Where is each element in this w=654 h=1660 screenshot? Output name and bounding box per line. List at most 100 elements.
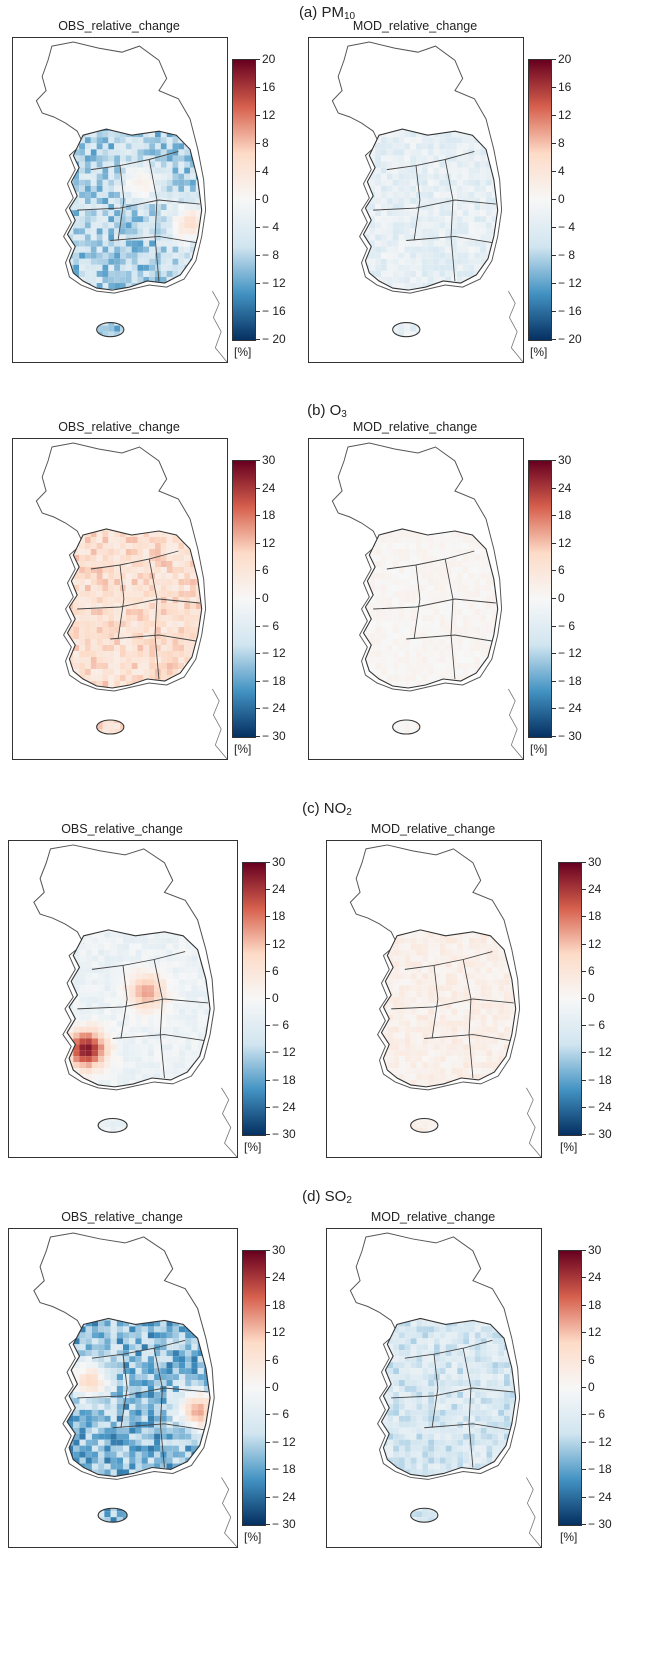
- heat-cell: [178, 325, 185, 332]
- heat-cell: [380, 591, 387, 597]
- heat-cell: [469, 350, 475, 356]
- heat-cell: [369, 204, 376, 211]
- heat-cell: [172, 1020, 179, 1027]
- heat-cell: [197, 997, 204, 1003]
- heat-cell: [73, 741, 79, 747]
- heat-cell: [67, 717, 74, 723]
- heat-cell: [480, 204, 487, 211]
- heat-cell: [166, 137, 173, 144]
- heat-cell: [120, 210, 126, 217]
- heat-cell: [79, 295, 85, 302]
- heat-cell: [486, 344, 492, 350]
- heat-cell: [79, 161, 85, 168]
- heat-cell: [203, 1079, 211, 1086]
- heat-cell: [102, 197, 109, 205]
- heat-cell: [123, 1026, 130, 1033]
- heat-cell: [445, 167, 452, 174]
- heat-cell: [73, 657, 80, 663]
- heat-cell: [67, 681, 74, 687]
- heat-cell: [114, 741, 120, 747]
- heat-cell: [416, 258, 422, 265]
- heat-cell: [166, 246, 173, 253]
- heat-cell: [416, 609, 422, 615]
- heat-cell: [185, 1145, 191, 1151]
- heat-cell: [131, 537, 138, 543]
- heat-cell: [392, 573, 399, 579]
- heat-cell: [108, 549, 115, 555]
- heat-cell: [358, 705, 364, 711]
- heat-cell: [439, 531, 446, 537]
- heat-cell: [91, 1008, 99, 1015]
- heat-cell: [468, 555, 475, 561]
- heat-cell: [149, 609, 156, 615]
- heat-cell: [154, 1062, 161, 1069]
- heat-cell: [358, 307, 364, 313]
- heat-cell: [184, 313, 191, 320]
- heat-cell: [137, 222, 144, 229]
- heat-cell: [91, 1020, 99, 1027]
- colorbar-tick-mark: [255, 143, 260, 144]
- heat-cell: [421, 143, 428, 150]
- heat-cell: [468, 645, 475, 651]
- heat-cell: [84, 585, 91, 591]
- heat-cell: [433, 246, 440, 253]
- heat-cell: [421, 621, 428, 627]
- heat-cell: [392, 609, 399, 615]
- heat-cell: [79, 639, 85, 645]
- heat-cell: [166, 319, 173, 326]
- heat-cell: [191, 1133, 197, 1139]
- heat-cell: [110, 997, 117, 1003]
- heat-cell: [386, 633, 393, 639]
- heat-cell: [114, 663, 120, 669]
- heat-cell: [114, 681, 120, 687]
- heat-cell: [67, 1115, 74, 1122]
- heat-cell: [427, 313, 434, 320]
- heat-cell: [120, 283, 126, 290]
- heat-cell: [184, 307, 191, 314]
- heat-cell: [433, 143, 440, 150]
- heat-cell: [61, 1145, 67, 1151]
- heat-cell: [155, 621, 161, 627]
- heat-cell: [410, 573, 416, 579]
- heat-cell: [486, 191, 492, 198]
- heat-cell: [386, 137, 393, 144]
- heat-cell: [73, 283, 80, 290]
- heat-cell: [204, 1133, 210, 1139]
- heat-cell: [486, 741, 492, 747]
- heat-cell: [102, 543, 109, 549]
- heat-cell: [486, 645, 492, 651]
- heat-cell: [363, 143, 370, 150]
- heat-cell: [84, 216, 91, 223]
- heat-cell: [434, 350, 440, 356]
- heat-cell: [96, 705, 103, 711]
- heat-cell: [73, 1103, 80, 1110]
- heat-cell: [73, 338, 79, 344]
- heat-cell: [135, 955, 142, 962]
- heat-cell: [184, 295, 191, 302]
- heat-cell: [363, 687, 370, 693]
- heat-cell: [398, 131, 405, 138]
- heat-cell: [210, 1086, 216, 1092]
- heat-cell: [190, 627, 196, 633]
- heat-cell: [108, 222, 115, 229]
- heat-cell: [102, 567, 109, 573]
- heat-cell: [90, 228, 97, 235]
- heat-cell: [91, 1050, 99, 1057]
- heat-cell: [125, 276, 132, 284]
- heat-cell: [474, 729, 481, 734]
- heat-cell: [131, 729, 138, 734]
- heat-cell: [202, 344, 208, 350]
- heat-cell: [480, 179, 487, 186]
- heat-cell: [102, 295, 109, 302]
- heat-cell: [456, 591, 463, 597]
- heat-cell: [427, 325, 434, 332]
- heat-cell: [84, 155, 91, 162]
- heat-cell: [102, 270, 109, 277]
- heat-cell: [433, 216, 440, 223]
- heat-cell: [135, 1038, 142, 1045]
- heat-cell: [202, 711, 208, 717]
- heat-cell: [125, 579, 132, 585]
- heat-cell: [67, 561, 68, 567]
- heat-cell: [131, 258, 138, 265]
- heat-cell: [439, 191, 446, 198]
